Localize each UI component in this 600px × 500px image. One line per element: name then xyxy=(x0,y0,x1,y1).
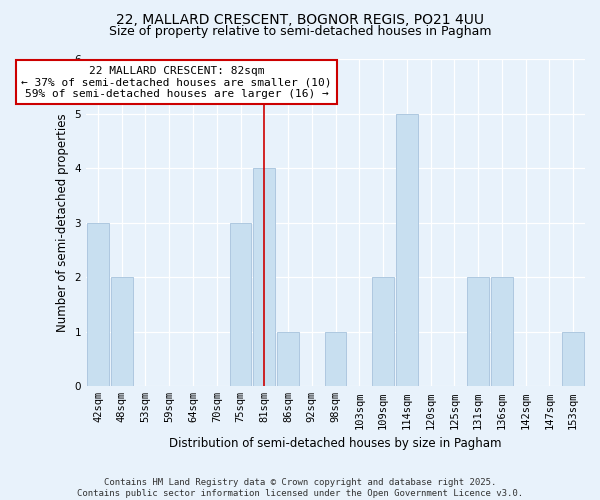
Bar xyxy=(111,277,133,386)
Bar xyxy=(562,332,584,386)
Text: Contains HM Land Registry data © Crown copyright and database right 2025.
Contai: Contains HM Land Registry data © Crown c… xyxy=(77,478,523,498)
Bar xyxy=(396,114,418,386)
Y-axis label: Number of semi-detached properties: Number of semi-detached properties xyxy=(56,114,69,332)
Text: 22 MALLARD CRESCENT: 82sqm
← 37% of semi-detached houses are smaller (10)
59% of: 22 MALLARD CRESCENT: 82sqm ← 37% of semi… xyxy=(21,66,332,98)
Text: Size of property relative to semi-detached houses in Pagham: Size of property relative to semi-detach… xyxy=(109,25,491,38)
Bar xyxy=(491,277,513,386)
Bar xyxy=(277,332,299,386)
Bar xyxy=(325,332,346,386)
Bar xyxy=(372,277,394,386)
Text: 22, MALLARD CRESCENT, BOGNOR REGIS, PO21 4UU: 22, MALLARD CRESCENT, BOGNOR REGIS, PO21… xyxy=(116,12,484,26)
Bar xyxy=(230,222,251,386)
X-axis label: Distribution of semi-detached houses by size in Pagham: Distribution of semi-detached houses by … xyxy=(169,437,502,450)
Bar xyxy=(87,222,109,386)
Bar xyxy=(253,168,275,386)
Bar xyxy=(467,277,489,386)
